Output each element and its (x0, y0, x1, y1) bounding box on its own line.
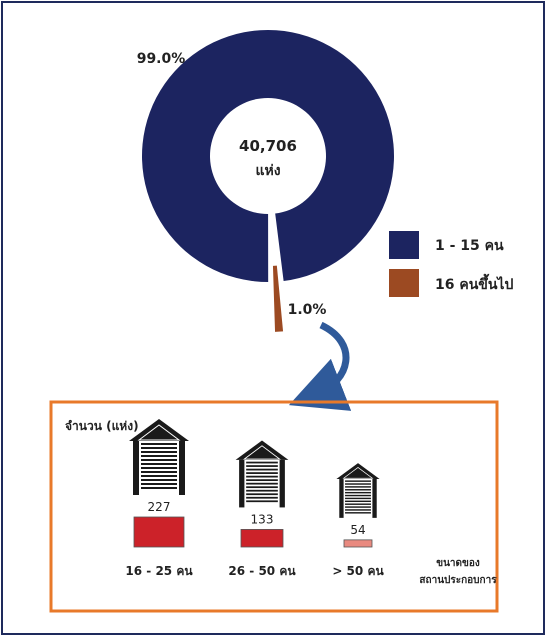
chart-canvas: 99.0% 1.0% 40,706 แห่ง 1 - 15 คน 16 คนขึ… (49, 30, 513, 613)
donut-chart (142, 30, 395, 332)
slice-value-label-small: 99.0% (137, 51, 186, 67)
building-icon (336, 463, 380, 518)
legend-swatch-large (389, 269, 419, 297)
slice-value-label-large: 1.0% (288, 302, 327, 318)
breakdown-box (49, 400, 499, 613)
legend-label-small: 1 - 15 คน (435, 238, 504, 254)
building-icon (235, 440, 289, 508)
legend-swatch-small (389, 231, 419, 259)
bar-value-label: 54 (350, 523, 365, 537)
legend-label-large: 16 คนขึ้นไป (435, 273, 513, 293)
building-icon (129, 419, 189, 495)
breakdown-y-label: จำนวน (แห่ง) (65, 419, 139, 433)
curved-arrow-icon (288, 321, 352, 411)
category-label: > 50 คน (332, 564, 384, 578)
breakdown-bars: 227 16 - 25 คน 133 26 - 50 คน 54 > 50 คน (125, 419, 384, 578)
bar-value-label: 227 (148, 500, 171, 514)
bar (343, 539, 373, 548)
center-value: 40,706 (239, 137, 297, 155)
figure-frame: 99.0% 1.0% 40,706 แห่ง 1 - 15 คน 16 คนขึ… (1, 1, 545, 635)
breakdown-footer-line2: สถานประกอบการ (419, 574, 497, 586)
donut-slice-small (142, 30, 395, 282)
category-label: 16 - 25 คน (125, 564, 193, 578)
breakdown-footer-line1: ขนาดของ (436, 558, 480, 569)
center-unit: แห่ง (255, 163, 280, 179)
category-label: 26 - 50 คน (228, 564, 296, 578)
bar (240, 529, 284, 548)
bar (133, 516, 185, 548)
donut-slice-large (272, 265, 284, 332)
bar-value-label: 133 (251, 512, 274, 526)
